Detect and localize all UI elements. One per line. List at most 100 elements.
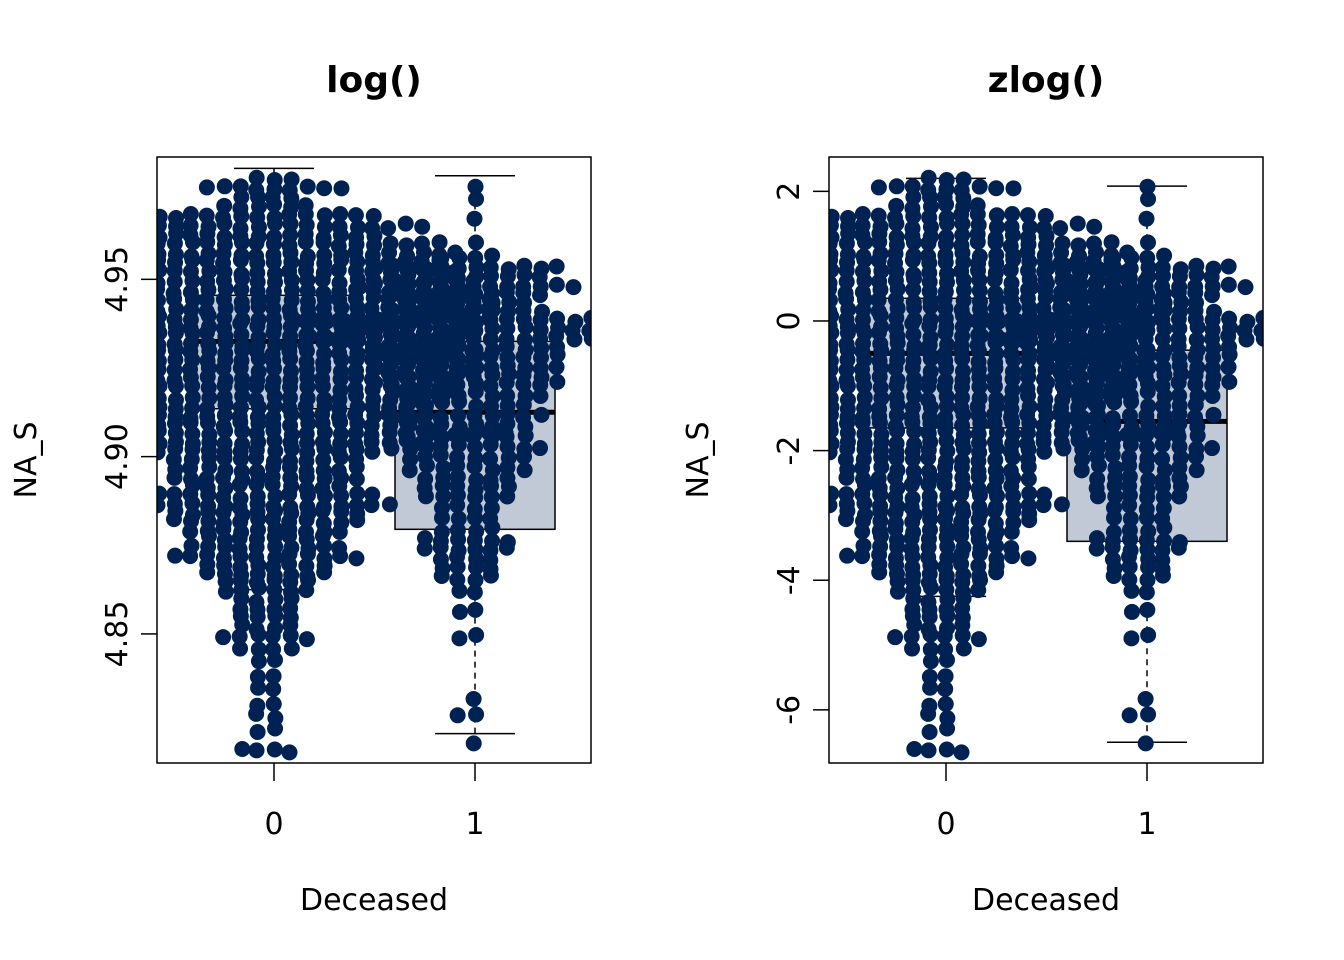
data-point — [938, 196, 955, 213]
data-point — [450, 510, 467, 527]
data-point — [971, 378, 988, 395]
data-point — [266, 196, 283, 213]
data-point — [182, 523, 199, 540]
data-point — [904, 640, 921, 657]
data-point — [234, 740, 251, 757]
data-point — [988, 564, 1005, 581]
data-point — [1005, 351, 1022, 368]
data-point — [157, 444, 166, 461]
data-point — [468, 559, 485, 576]
data-point — [400, 356, 417, 373]
data-point — [433, 258, 450, 275]
data-point — [1140, 190, 1157, 207]
data-point — [1020, 368, 1037, 385]
data-point — [418, 457, 435, 474]
data-point — [922, 641, 939, 658]
data-point — [198, 179, 215, 196]
data-point — [467, 300, 484, 317]
data-point — [533, 406, 550, 423]
data-point — [348, 368, 365, 385]
y-tick-label: -2 — [772, 436, 807, 466]
chart-title: zlog() — [988, 60, 1105, 101]
data-point — [367, 374, 384, 391]
data-point — [467, 439, 484, 456]
data-point — [532, 388, 549, 405]
data-point — [829, 324, 840, 341]
data-point — [870, 179, 887, 196]
data-point — [954, 215, 971, 232]
data-point — [450, 436, 467, 453]
data-point — [250, 626, 267, 643]
data-point — [232, 252, 249, 269]
data-point — [1053, 496, 1070, 513]
data-point — [971, 487, 988, 504]
data-point — [1204, 287, 1221, 304]
data-point — [1187, 396, 1204, 413]
data-point — [922, 679, 939, 696]
x-tick-label: 0 — [264, 807, 283, 842]
data-point — [986, 271, 1003, 288]
data-point — [315, 234, 332, 251]
plot-frame — [156, 156, 592, 764]
data-point — [854, 523, 871, 540]
data-point — [922, 653, 939, 670]
data-point — [955, 440, 972, 457]
data-point — [199, 233, 216, 250]
data-point — [265, 236, 282, 253]
data-point — [1140, 234, 1157, 251]
data-point — [348, 550, 365, 567]
data-point — [299, 378, 316, 395]
data-point — [1022, 332, 1039, 349]
data-point — [988, 440, 1005, 457]
data-point — [974, 309, 991, 326]
data-point — [384, 410, 401, 427]
data-point — [1039, 329, 1056, 346]
data-point — [449, 558, 466, 575]
data-point — [566, 331, 583, 348]
data-point — [921, 608, 938, 625]
data-point — [888, 197, 905, 214]
data-point — [854, 206, 871, 223]
data-point — [1052, 220, 1069, 237]
data-point — [283, 640, 300, 657]
data-point — [838, 469, 855, 486]
data-point — [954, 350, 971, 367]
data-point — [970, 631, 987, 648]
data-point — [888, 178, 905, 195]
data-point — [1021, 485, 1038, 502]
data-point — [871, 564, 888, 581]
data-point — [267, 215, 284, 232]
data-point — [432, 447, 449, 464]
data-point — [250, 679, 267, 696]
data-point — [451, 582, 468, 599]
y-tick-label: -4 — [772, 565, 807, 595]
data-point — [1104, 539, 1121, 556]
data-point — [248, 742, 265, 759]
data-point — [1023, 279, 1040, 296]
data-point — [250, 653, 267, 670]
data-point — [970, 511, 987, 528]
data-point — [987, 234, 1004, 251]
data-point — [1071, 428, 1088, 445]
data-point — [165, 511, 182, 528]
data-point — [465, 690, 482, 707]
data-point — [1008, 331, 1025, 348]
x-axis-label: Deceased — [300, 883, 448, 918]
y-axis-label: NA_S — [9, 421, 44, 498]
data-point — [1189, 427, 1206, 444]
data-point — [1089, 406, 1106, 423]
data-point — [451, 630, 468, 647]
data-point — [532, 440, 549, 457]
data-point — [1156, 519, 1173, 536]
data-point — [1004, 371, 1021, 388]
data-point — [435, 374, 452, 391]
data-point — [250, 350, 267, 367]
data-point — [1069, 215, 1086, 232]
data-point — [265, 681, 282, 698]
data-point — [383, 355, 400, 372]
y-tick-label: 4.90 — [100, 423, 135, 490]
data-point — [920, 742, 937, 759]
data-point — [450, 337, 467, 354]
data-point — [348, 470, 365, 487]
